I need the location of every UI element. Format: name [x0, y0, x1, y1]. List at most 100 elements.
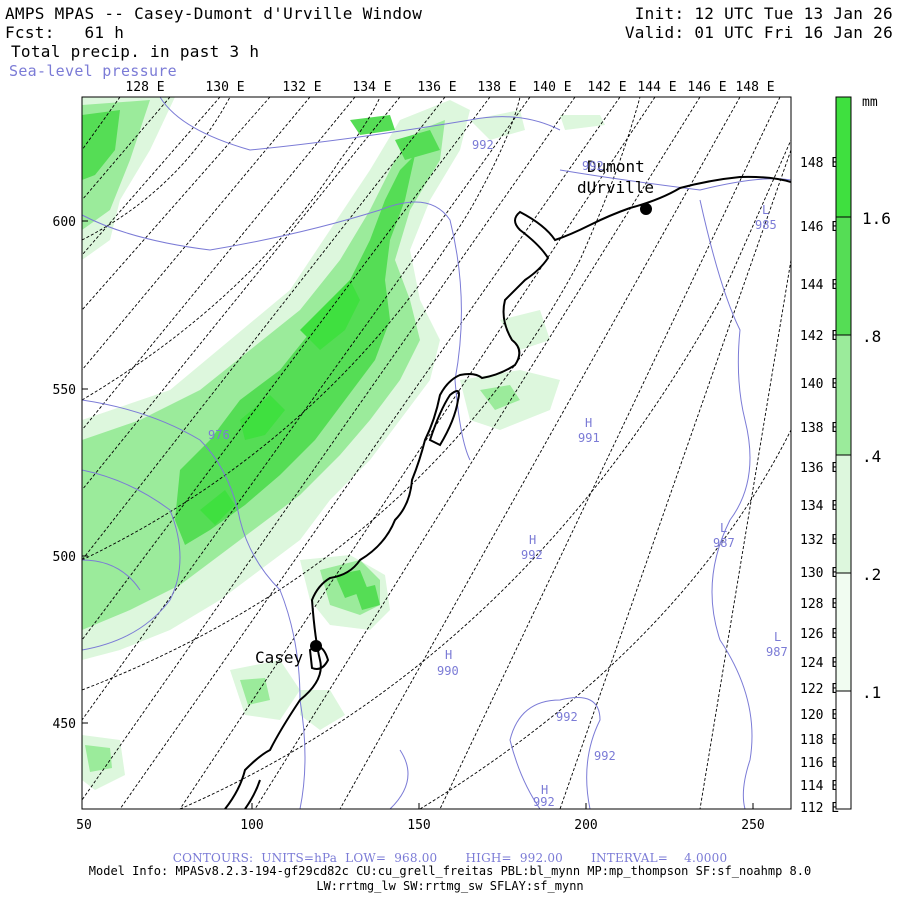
colorbar-segment-none — [836, 691, 851, 809]
top-axis-label: 134 E — [352, 80, 391, 95]
slp-label: 992 — [472, 138, 494, 152]
model-info: Model Info: MPASv8.2.3-194-gf29cd82c CU:… — [88, 864, 812, 878]
bottom-axis-label: 250 — [741, 818, 764, 833]
station-marker-dumont[interactable] — [640, 203, 652, 215]
slp-label: 992 — [533, 795, 555, 809]
right-axis-label: 138 E — [800, 421, 839, 436]
slp-label: 987 — [713, 536, 735, 550]
right-axis-label: 142 E — [800, 329, 839, 344]
left-axis: 600 550 500 450 — [53, 215, 76, 732]
colorbar-frame — [835, 96, 852, 810]
slp-label: 990 — [437, 664, 459, 678]
colorbar-label: .8 — [862, 327, 881, 346]
station-label-dumont-2: dUrville — [577, 178, 654, 197]
top-axis-label: 146 E — [687, 80, 726, 95]
right-axis-label: 144 E — [800, 278, 839, 293]
slp-symbol: H — [541, 783, 548, 797]
map-title: AMPS MPAS -- Casey-Dumont d'Urville Wind… — [5, 4, 423, 23]
left-axis-label: 500 — [53, 550, 76, 565]
pressure-labels: 992 992 L 985 976 H 991 H 992 L 987 L 98… — [208, 138, 788, 809]
forecast-hour: Fcst: 61 h — [5, 23, 125, 42]
top-axis: 128 E 130 E 132 E 134 E 136 E 138 E 140 … — [125, 80, 774, 95]
colorbar-label: .1 — [862, 683, 881, 702]
right-axis-label: 122 E — [800, 682, 839, 697]
slp-symbol: L — [774, 630, 781, 644]
right-axis-label: 120 E — [800, 708, 839, 723]
graticule — [82, 97, 791, 809]
slp-symbol: L — [720, 521, 727, 535]
colorbar-unit: mm — [862, 95, 878, 110]
top-axis-label: 138 E — [477, 80, 516, 95]
right-axis-label: 148 E — [800, 156, 839, 171]
slp-label: 985 — [755, 218, 777, 232]
slp-contours — [82, 97, 791, 809]
colorbar-segment-heavy — [836, 97, 851, 217]
precip-band-heavy — [200, 280, 360, 525]
left-axis-label: 550 — [53, 383, 76, 398]
station-marker-casey[interactable] — [310, 640, 322, 652]
right-axis-label: 118 E — [800, 733, 839, 748]
left-axis-ticks — [82, 220, 88, 724]
colorbar-segment-light — [836, 455, 851, 573]
precip-band-strong — [82, 110, 440, 610]
bottom-axis-label: 100 — [240, 818, 263, 833]
colorbar-label: .2 — [862, 565, 881, 584]
bottom-axis: 50 100 150 200 250 — [76, 818, 765, 833]
colorbar-segment-mid — [836, 335, 851, 455]
field-name: Total precip. in past 3 h — [11, 42, 260, 61]
right-axis-label: 124 E — [800, 656, 839, 671]
slp-label: 987 — [766, 645, 788, 659]
slp-symbol: H — [445, 648, 452, 662]
colorbar-segment-strong — [836, 217, 851, 335]
right-axis-label: 134 E — [800, 499, 839, 514]
right-axis-label: 112 E — [800, 801, 839, 816]
map-frame — [81, 96, 792, 810]
colorbar-segment-trace — [836, 573, 851, 691]
top-axis-label: 148 E — [735, 80, 774, 95]
colorbar-label: .4 — [862, 447, 881, 466]
slp-label: 992 — [582, 159, 604, 173]
slp-symbol: L — [762, 203, 769, 217]
slp-label: 976 — [208, 428, 230, 442]
colorbar: mm 1.6 .8 .4 .2 .1 — [835, 95, 891, 810]
top-axis-label: 144 E — [637, 80, 676, 95]
right-axis: 148 E 146 E 144 E 142 E 140 E 138 E 136 … — [800, 156, 839, 816]
top-axis-label: 140 E — [532, 80, 571, 95]
top-axis-label: 132 E — [282, 80, 321, 95]
bottom-axis-label: 50 — [76, 818, 92, 833]
left-axis-label: 600 — [53, 215, 76, 230]
station-label-casey: Casey — [255, 648, 304, 667]
right-axis-label: 146 E — [800, 220, 839, 235]
station-label-dumont-1: Dumont — [587, 157, 645, 176]
left-axis-label: 450 — [53, 717, 76, 732]
precip-shading — [82, 97, 605, 790]
contour-info: CONTOURS: UNITS=hPa LOW= 968.00 HIGH= 99… — [172, 851, 728, 865]
right-axis-label: 140 E — [800, 377, 839, 392]
top-axis-label: 130 E — [205, 80, 244, 95]
right-axis-label: 130 E — [800, 566, 839, 581]
right-axis-label: 126 E — [800, 627, 839, 642]
valid-time: Valid: 01 UTC Fri 16 Jan 26 — [624, 23, 893, 42]
slp-label: 992 — [556, 710, 578, 724]
bottom-axis-label: 150 — [407, 818, 430, 833]
slp-label: 991 — [578, 431, 600, 445]
colorbar-label: 1.6 — [862, 209, 891, 228]
slp-label: 992 — [521, 548, 543, 562]
right-axis-label: 136 E — [800, 461, 839, 476]
right-axis-label: 114 E — [800, 779, 839, 794]
right-axis-label: 116 E — [800, 756, 839, 771]
overlay-name: Sea-level pressure — [9, 62, 177, 80]
top-axis-label: 142 E — [587, 80, 626, 95]
bottom-axis-label: 200 — [574, 818, 597, 833]
top-axis-label: 136 E — [417, 80, 456, 95]
bottom-axis-ticks — [251, 803, 754, 809]
init-time: Init: 12 UTC Tue 13 Jan 26 — [634, 4, 893, 23]
slp-symbol: H — [585, 416, 592, 430]
right-axis-label: 128 E — [800, 597, 839, 612]
slp-symbol: H — [529, 533, 536, 547]
map-area — [82, 97, 791, 809]
right-axis-label: 132 E — [800, 533, 839, 548]
slp-label: 992 — [594, 749, 616, 763]
model-info-line2: LW:rrtmg_lw SW:rrtmg_sw SFLAY:sf_mynn — [316, 879, 584, 893]
